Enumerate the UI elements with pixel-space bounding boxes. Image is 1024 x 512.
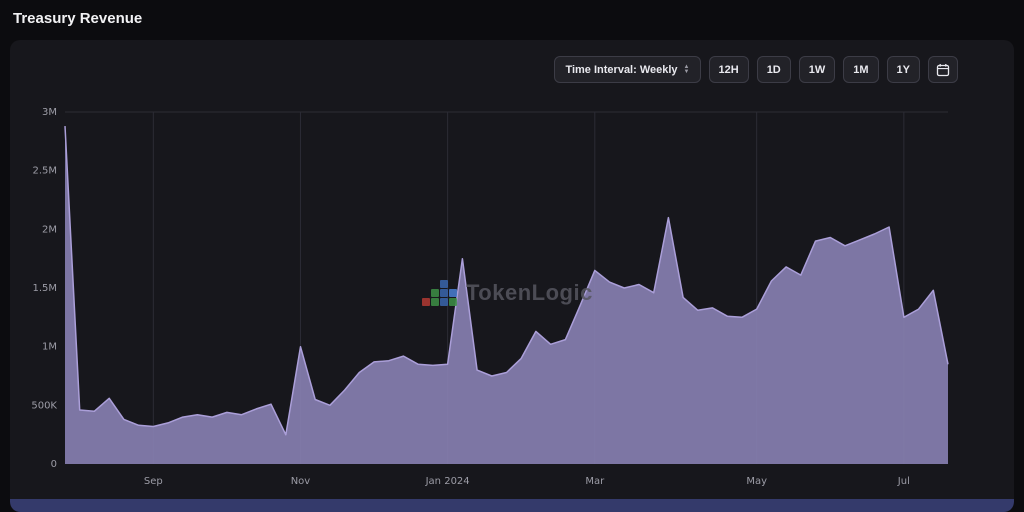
page-title: Treasury Revenue xyxy=(13,10,143,27)
svg-text:Nov: Nov xyxy=(291,476,311,487)
range-button-12h[interactable]: 12H xyxy=(708,56,749,83)
range-button-1m[interactable]: 1M xyxy=(843,56,879,83)
svg-text:0: 0 xyxy=(51,459,57,470)
svg-text:2M: 2M xyxy=(42,224,57,235)
time-interval-dropdown[interactable]: Time Interval: Weekly ▲ ▼ xyxy=(554,56,701,83)
range-button-1y[interactable]: 1Y xyxy=(886,56,920,83)
svg-text:Mar: Mar xyxy=(585,476,605,487)
time-interval-label: Time Interval: Weekly xyxy=(565,63,678,76)
svg-text:Jan 2024: Jan 2024 xyxy=(425,476,470,487)
svg-text:500K: 500K xyxy=(31,400,57,411)
bottom-accent-strip xyxy=(10,499,1014,512)
treasury-revenue-card: Time Interval: Weekly ▲ ▼ 12H 1D 1W 1M 1Y… xyxy=(10,40,1014,512)
svg-text:3M: 3M xyxy=(42,107,57,118)
calendar-button[interactable] xyxy=(928,56,958,83)
svg-text:Jul: Jul xyxy=(897,476,910,487)
svg-text:1.5M: 1.5M xyxy=(32,283,57,294)
range-button-1w[interactable]: 1W xyxy=(798,56,836,83)
svg-text:1M: 1M xyxy=(42,342,57,353)
chevron-updown-icon: ▲ ▼ xyxy=(683,63,690,75)
svg-text:Sep: Sep xyxy=(144,476,163,487)
svg-text:2.5M: 2.5M xyxy=(32,166,57,177)
range-button-1d[interactable]: 1D xyxy=(756,56,791,83)
chart-toolbar: Time Interval: Weekly ▲ ▼ 12H 1D 1W 1M 1Y xyxy=(554,56,958,83)
calendar-icon xyxy=(936,63,950,76)
revenue-area-chart[interactable]: 0 500K 1M 1.5M 2M 2.5M 3M Sep Nov Jan 2024 Mar May J… xyxy=(18,106,1006,498)
svg-text:May: May xyxy=(746,476,767,487)
